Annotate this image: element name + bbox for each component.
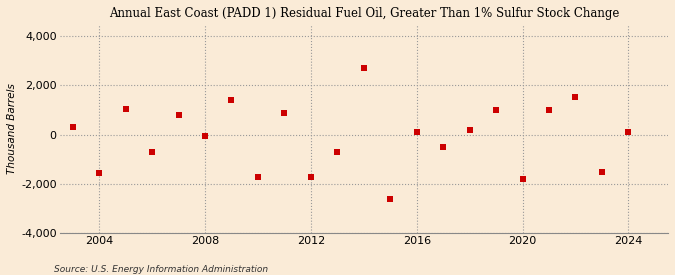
Point xyxy=(94,171,105,175)
Point xyxy=(517,177,528,181)
Point xyxy=(332,150,343,154)
Point xyxy=(173,113,184,117)
Point xyxy=(358,66,369,70)
Point xyxy=(411,130,422,134)
Point xyxy=(226,98,237,103)
Point xyxy=(543,108,554,112)
Point xyxy=(623,130,634,134)
Point xyxy=(438,145,449,149)
Point xyxy=(146,150,157,154)
Point xyxy=(597,169,608,174)
Point xyxy=(306,174,317,179)
Title: Annual East Coast (PADD 1) Residual Fuel Oil, Greater Than 1% Sulfur Stock Chang: Annual East Coast (PADD 1) Residual Fuel… xyxy=(109,7,619,20)
Point xyxy=(68,125,78,130)
Point xyxy=(252,174,263,179)
Point xyxy=(385,197,396,201)
Point xyxy=(279,110,290,115)
Y-axis label: Thousand Barrels: Thousand Barrels xyxy=(7,83,17,174)
Point xyxy=(491,108,502,112)
Point xyxy=(120,107,131,111)
Point xyxy=(464,128,475,132)
Point xyxy=(200,134,211,138)
Text: Source: U.S. Energy Information Administration: Source: U.S. Energy Information Administ… xyxy=(54,265,268,274)
Point xyxy=(570,94,581,99)
